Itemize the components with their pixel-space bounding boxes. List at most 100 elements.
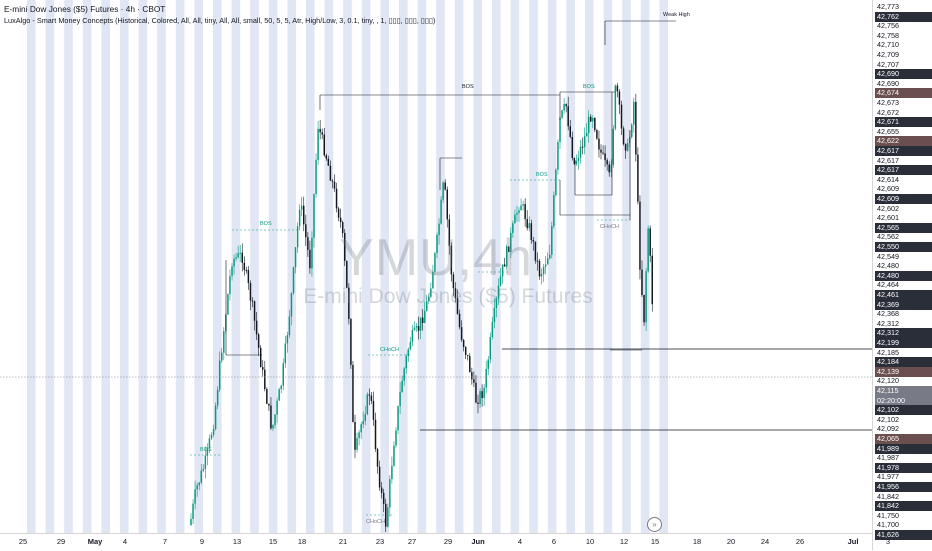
candle-body: [481, 391, 483, 399]
session-band: [454, 0, 464, 533]
scroll-to-realtime-icon[interactable]: »: [647, 517, 662, 532]
candle-body: [536, 260, 539, 262]
candle-body: [553, 195, 555, 227]
candle-body: [551, 226, 553, 255]
price-label: 42,758: [877, 30, 899, 40]
session-band: [120, 0, 129, 533]
session-band: [157, 0, 166, 533]
candle-body: [192, 503, 194, 520]
session-band: [231, 0, 241, 533]
candle-body: [286, 335, 289, 344]
candle-body: [462, 339, 465, 347]
price-label: 42,617: [875, 165, 932, 176]
candle-body: [298, 209, 301, 227]
bos-label: BOS: [462, 84, 474, 90]
time-label: 27: [407, 537, 417, 546]
candle-body: [411, 330, 414, 342]
candle-body: [249, 283, 252, 301]
chart-pane[interactable]: Weak High BOS BOS BOS BOS BOS CHoCH CHoCH CHoCH …: [0, 0, 872, 533]
candle-body: [592, 118, 594, 122]
session-band: [268, 0, 278, 533]
candle-body: [471, 372, 473, 380]
indicator-legend[interactable]: LuxAlgo - Smart Money Concepts (Historic…: [4, 16, 436, 25]
time-label: Jun: [471, 537, 485, 546]
candle-body: [616, 85, 619, 92]
price-label: 42,480: [877, 261, 899, 271]
candle-body: [241, 252, 243, 263]
price-label: 42,464: [877, 280, 899, 290]
price-label: 02:20:00: [875, 395, 932, 406]
candle-body: [452, 274, 455, 289]
candle-body: [315, 159, 317, 195]
price-label: 42,115: [875, 386, 932, 396]
candle-body: [505, 246, 508, 267]
candle-body: [194, 489, 196, 504]
choch-label: CHoCH: [380, 347, 399, 353]
candle-body: [622, 128, 625, 145]
candle-body: [259, 347, 262, 368]
candle-body: [454, 288, 457, 299]
candle-body: [569, 126, 571, 137]
candle-body: [587, 116, 590, 133]
candle-body: [419, 317, 422, 331]
candle-body: [631, 124, 633, 137]
candle-body: [401, 380, 403, 393]
candle-body: [321, 132, 323, 135]
price-label: 42,671: [875, 117, 932, 128]
price-label: 42,562: [877, 232, 899, 242]
candle-body: [409, 341, 412, 350]
candle-body: [522, 204, 524, 206]
session-band: [138, 0, 148, 533]
time-label: 18: [297, 537, 307, 546]
candle-body: [415, 326, 418, 328]
candle-body: [327, 158, 330, 166]
candle-body: [317, 128, 319, 160]
time-label: 10: [585, 537, 595, 546]
candle-body: [331, 180, 334, 182]
price-label: 42,762: [875, 11, 932, 22]
session-band: [436, 0, 445, 533]
price-label: 42,102: [877, 414, 899, 424]
candle-body: [247, 270, 250, 284]
candle-body: [567, 106, 569, 127]
candle-body: [208, 438, 211, 448]
session-band: [287, 0, 296, 533]
candle-body: [313, 194, 315, 238]
candle-body: [559, 117, 561, 142]
price-label: 41,700: [877, 520, 899, 530]
session-band: [622, 0, 631, 533]
candle-body: [190, 519, 192, 525]
candle-body: [264, 369, 266, 390]
session-band: [585, 0, 594, 533]
price-label: 42,368: [877, 309, 899, 319]
candle-body: [214, 405, 217, 430]
candle-body: [210, 434, 213, 439]
candle-body: [442, 182, 444, 200]
candle-body: [583, 136, 586, 148]
time-axis[interactable]: 25 29 May 4 7 9 13 15 18 21 23 27 29 Jun 4 6 10 12 15 18 20 2…: [0, 533, 890, 551]
candle-body: [221, 352, 223, 361]
candle-body: [292, 267, 295, 293]
candle-body: [341, 222, 344, 233]
price-axis[interactable]: 42,773 42,762 42,756 42,758 42,710 42,709 42,7…: [872, 0, 932, 550]
candle-body: [469, 356, 471, 373]
candle-body: [555, 169, 557, 196]
candle-body: [417, 326, 420, 331]
candle-body: [571, 136, 574, 158]
candle-body: [475, 382, 477, 403]
candle-body: [325, 155, 328, 159]
candle-body: [467, 354, 469, 357]
candle-body: [538, 260, 541, 277]
candle-body: [608, 164, 610, 173]
price-label: 42,609: [877, 184, 899, 194]
session-band: [361, 0, 371, 533]
candle-body: [532, 240, 535, 242]
chart-canvas[interactable]: Weak High BOS BOS BOS BOS BOS CHoCH CHoCH CHoCH: [0, 0, 872, 533]
candle-body: [385, 503, 387, 527]
candle-body: [223, 331, 225, 353]
candle-body: [274, 414, 276, 425]
chart-title[interactable]: E-mini Dow Jones ($5) Futures · 4h · CBO…: [4, 4, 166, 14]
time-label: 3: [885, 537, 891, 546]
candle-body: [542, 266, 545, 274]
candle-body: [510, 232, 512, 252]
